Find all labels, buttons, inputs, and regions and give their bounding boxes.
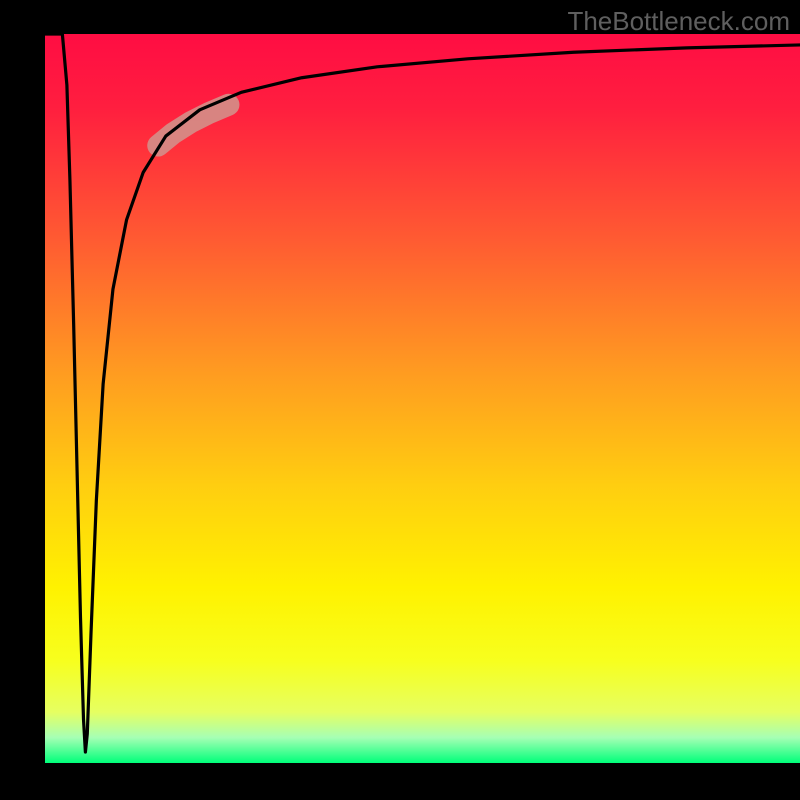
frame-left bbox=[0, 0, 45, 800]
stage: TheBottleneck.com bbox=[0, 0, 800, 800]
frame-bottom bbox=[0, 763, 800, 800]
watermark-text: TheBottleneck.com bbox=[567, 6, 790, 37]
chart-svg bbox=[0, 0, 800, 800]
